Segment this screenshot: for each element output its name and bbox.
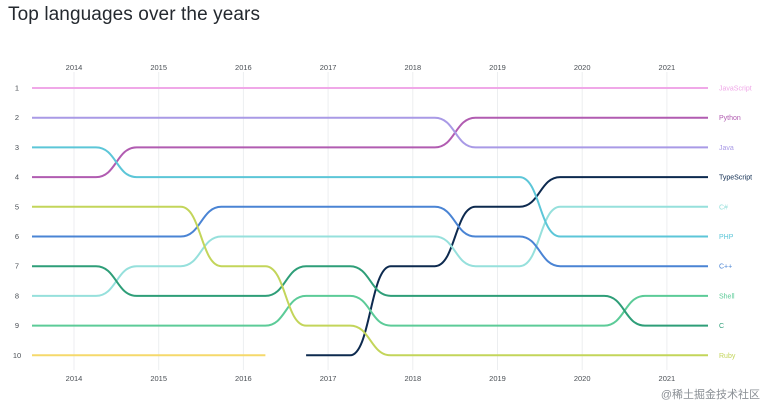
series-label-csharp: C# bbox=[719, 204, 728, 211]
x-tick-bottom-2020: 2020 bbox=[574, 374, 591, 383]
series-label-php: PHP bbox=[719, 234, 734, 241]
series-line-cpp bbox=[32, 205, 708, 268]
x-tick-top-2018: 2018 bbox=[404, 63, 421, 72]
series-layer bbox=[32, 86, 708, 357]
x-tick-top-2015: 2015 bbox=[150, 63, 167, 72]
y-tick-4: 4 bbox=[15, 173, 19, 182]
series-label-shell: Shell bbox=[719, 293, 735, 300]
y-tick-6: 6 bbox=[15, 232, 19, 241]
y-tick-10: 10 bbox=[13, 351, 21, 360]
x-tick-top-2020: 2020 bbox=[574, 63, 591, 72]
x-tick-bottom-2016: 2016 bbox=[235, 374, 252, 383]
y-tick-7: 7 bbox=[15, 262, 19, 271]
y-tick-5: 5 bbox=[15, 202, 19, 211]
series-line-php bbox=[32, 146, 708, 238]
x-tick-top-2016: 2016 bbox=[235, 63, 252, 72]
series-line-typescript bbox=[306, 176, 708, 357]
x-tick-top-2017: 2017 bbox=[320, 63, 337, 72]
series-label-cpp: C++ bbox=[719, 264, 732, 271]
y-tick-2: 2 bbox=[15, 113, 19, 122]
x-tick-bottom-2018: 2018 bbox=[404, 374, 421, 383]
x-tick-bottom-2019: 2019 bbox=[489, 374, 506, 383]
x-tick-bottom-2015: 2015 bbox=[150, 374, 167, 383]
x-tick-top-2019: 2019 bbox=[489, 63, 506, 72]
tick-layer: 2014 2014 2015 2015 2016 2016 2017 2017 2018 2018… bbox=[13, 63, 675, 383]
label-layer: JavaScript Python Java TypeScript C# PHP C++ Sh… bbox=[719, 86, 752, 360]
grid-layer bbox=[73, 72, 668, 370]
series-label-python: Python bbox=[719, 115, 741, 122]
series-label-ruby: Ruby bbox=[719, 353, 736, 360]
series-line-python bbox=[32, 116, 708, 179]
series-line-c bbox=[32, 265, 708, 327]
series-label-typescript: TypeScript bbox=[719, 175, 752, 182]
series-line-java bbox=[32, 116, 708, 149]
series-label-javascript: JavaScript bbox=[719, 86, 752, 93]
series-label-c: C bbox=[719, 323, 724, 330]
x-tick-top-2021: 2021 bbox=[659, 63, 676, 72]
y-tick-3: 3 bbox=[15, 143, 19, 152]
chart-title: Top languages over the years bbox=[8, 4, 261, 25]
series-line-csharp bbox=[32, 205, 708, 297]
y-tick-1: 1 bbox=[15, 84, 19, 93]
series-label-java: Java bbox=[719, 145, 734, 152]
x-tick-bottom-2017: 2017 bbox=[320, 374, 337, 383]
x-tick-bottom-2021: 2021 bbox=[659, 374, 676, 383]
y-tick-9: 9 bbox=[15, 321, 19, 330]
series-line-shell bbox=[32, 294, 708, 327]
x-tick-top-2014: 2014 bbox=[66, 63, 83, 72]
x-tick-bottom-2014: 2014 bbox=[66, 374, 83, 383]
watermark: @稀土掘金技术社区 bbox=[660, 389, 760, 401]
series-line-ruby bbox=[32, 205, 708, 357]
y-tick-8: 8 bbox=[15, 291, 19, 300]
